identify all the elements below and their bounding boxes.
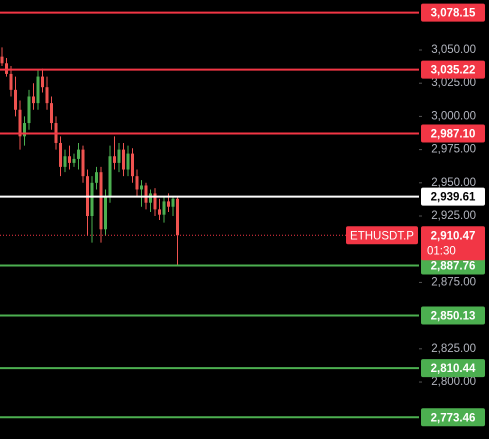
candle-body	[126, 153, 130, 170]
candle-body	[99, 172, 103, 230]
level-label-box	[421, 359, 485, 378]
level-label-box	[421, 408, 485, 427]
y-tick-label: 2,950.00	[431, 177, 476, 189]
candle-body	[72, 158, 76, 163]
candle-body	[27, 96, 31, 124]
y-tick-label: 2,875.00	[431, 276, 476, 288]
level-label: 2,887.76	[431, 261, 476, 273]
y-tick-label: 3,000.00	[431, 110, 476, 122]
level-label: 2,810.44	[431, 363, 476, 375]
candle-body	[135, 176, 139, 190]
candle-body	[68, 156, 71, 163]
candle-body	[108, 156, 112, 197]
candle-body	[41, 76, 44, 88]
level-label: 3,078.15	[431, 8, 476, 20]
last-price-label: 2,910.47	[431, 230, 476, 242]
candle-body	[122, 149, 125, 170]
candle-body	[131, 153, 134, 177]
candle-body	[113, 156, 116, 163]
level-label-box	[421, 3, 485, 22]
candle-body	[149, 193, 152, 203]
candle-body	[162, 201, 166, 215]
candle-body	[176, 198, 179, 236]
candle-body	[45, 87, 49, 104]
level-label: 2,939.61	[431, 192, 476, 204]
countdown-label: 01:30	[427, 245, 456, 257]
symbol-box	[346, 226, 418, 245]
last-price-box	[421, 226, 485, 261]
candle-body	[0, 56, 4, 64]
y-tick-label: 2,800.00	[431, 376, 476, 388]
candle-body	[23, 123, 26, 137]
candle-body	[81, 149, 85, 177]
candle-body	[90, 182, 94, 217]
candle-body	[63, 156, 67, 167]
candle-body	[59, 142, 62, 167]
candle-body	[153, 193, 157, 210]
candle-body	[158, 209, 161, 215]
candle-body	[95, 172, 98, 183]
candle-body	[140, 185, 143, 190]
candle-body	[36, 76, 40, 104]
y-tick-label: 2,925.00	[431, 210, 476, 222]
symbol-label: ETHUSDT.P	[350, 230, 414, 242]
candle-body	[18, 109, 22, 137]
y-tick-label: 2,975.00	[431, 144, 476, 156]
candle-body	[9, 73, 13, 90]
candle-body	[50, 103, 53, 124]
candle-body	[171, 198, 175, 207]
candle-body	[14, 89, 17, 110]
level-label-box	[421, 256, 485, 275]
candle-body	[77, 149, 80, 159]
candle-body	[32, 96, 35, 104]
level-label-box	[421, 187, 485, 206]
level-label-box	[421, 124, 485, 143]
candle-body	[167, 201, 170, 207]
candle-body	[104, 196, 107, 230]
level-label: 2,773.46	[431, 412, 476, 424]
level-label: 3,035.22	[431, 65, 476, 77]
y-tick-label: 2,825.00	[431, 343, 476, 355]
level-label-box	[421, 60, 485, 79]
level-label: 2,987.10	[431, 129, 476, 141]
candle-body	[117, 149, 121, 163]
level-label-box	[421, 306, 485, 325]
y-tick-label: 3,025.00	[431, 77, 476, 89]
y-tick-label: 3,050.00	[431, 44, 476, 56]
level-label: 2,850.13	[431, 310, 476, 322]
candle-body	[5, 63, 8, 74]
candle-body	[144, 185, 148, 203]
